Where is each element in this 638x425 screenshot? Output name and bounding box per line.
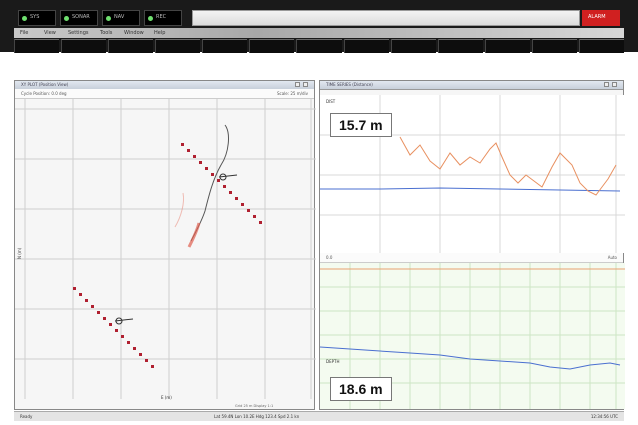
depth-sub-left: 0.0	[326, 255, 333, 260]
plan-view-canvas[interactable]: N (m) E (m) Grid 25 m Display 1:1	[15, 99, 316, 411]
orange-series-line	[399, 136, 617, 196]
tab[interactable]	[296, 39, 342, 53]
y-axis-label: N (m)	[17, 247, 22, 259]
panel-title: XY PLOT (Position View)	[21, 82, 69, 87]
tab[interactable]	[343, 39, 389, 53]
menu-bar: File View Settings Tools Window Help	[14, 28, 624, 38]
depth-sub-right: Auto	[607, 255, 617, 260]
command-input[interactable]	[192, 10, 580, 26]
status-label: REC	[156, 14, 167, 20]
tab[interactable]	[249, 39, 295, 53]
survey-line-upper	[181, 143, 262, 224]
alarm-label: ALARM	[588, 14, 606, 20]
menu-item-tools[interactable]: Tools	[100, 30, 113, 36]
depth-series-line	[320, 346, 621, 370]
vessel-marker-upper[interactable]	[218, 173, 238, 181]
menu-item-view[interactable]: View	[44, 30, 56, 36]
chart-label: DEPTH	[326, 359, 339, 364]
plan-bottom-note: Grid 25 m Display 1:1	[235, 404, 273, 408]
distance-readout: 15.7 m	[330, 113, 392, 137]
clock-text: 12:34:56 UTC	[590, 414, 618, 419]
vessel-trail	[187, 222, 201, 248]
plan-subbar: Cycle Position: 0.0 deg Scale: 25 m/div	[15, 89, 314, 99]
tab[interactable]	[202, 39, 248, 53]
status-led-icon	[106, 16, 111, 21]
timeseries-panel: TIME SERIES (Distance) DIST 15.7 m 0.0 A…	[319, 80, 625, 410]
blue-series-line	[320, 187, 621, 192]
ghost-track	[174, 192, 184, 228]
scale-text: Scale: 25 m/div	[276, 91, 308, 96]
depth-subbar: 0.0 Auto	[320, 253, 623, 263]
menu-item-file[interactable]: File	[20, 30, 29, 36]
close-icon[interactable]	[303, 82, 308, 87]
minimize-icon[interactable]	[295, 82, 300, 87]
status-button-rec[interactable]: REC	[144, 10, 182, 26]
status-label: NAV	[114, 14, 125, 20]
status-bar: Ready Lat 59.4N Lon 10.2E Hdg 123.4 Spd …	[14, 411, 624, 421]
tab[interactable]	[437, 39, 483, 53]
status-label: SONAR	[72, 14, 90, 20]
tab[interactable]	[14, 39, 60, 53]
tab[interactable]	[531, 39, 577, 53]
cycle-position-text: Cycle Position: 0.0 deg	[21, 91, 67, 96]
menu-item-window[interactable]: Window	[124, 30, 144, 36]
tab[interactable]	[61, 39, 107, 53]
status-button-sys[interactable]: SYS	[18, 10, 56, 26]
menu-item-settings[interactable]: Settings	[68, 30, 89, 36]
status-button-nav[interactable]: NAV	[102, 10, 140, 26]
top-toolbar: SYS SONAR NAV REC ALARM File View Settin…	[0, 0, 638, 53]
status-label: SYS	[30, 14, 40, 20]
chart-label: DIST	[326, 99, 336, 104]
panel-title: TIME SERIES (Distance)	[326, 82, 373, 87]
panel-title-bar: TIME SERIES (Distance)	[320, 81, 623, 90]
status-led-icon	[64, 16, 69, 21]
depth-readout: 18.6 m	[330, 377, 392, 401]
status-led-icon	[148, 16, 153, 21]
tab-strip	[14, 39, 625, 53]
position-readout: Lat 59.4N Lon 10.2E Hdg 123.4 Spd 2.1 kn	[214, 414, 300, 419]
tab[interactable]	[484, 39, 530, 53]
tab[interactable]	[108, 39, 154, 53]
vessel-track	[190, 124, 229, 242]
grid	[15, 99, 316, 399]
vessel-marker-lower[interactable]	[114, 317, 134, 325]
alarm-button[interactable]: ALARM	[582, 10, 620, 26]
status-text: Ready	[20, 414, 33, 419]
menu-item-help[interactable]: Help	[154, 30, 166, 36]
x-axis-label: E (m)	[161, 395, 172, 400]
tab[interactable]	[155, 39, 201, 53]
depth-chart[interactable]: DEPTH	[320, 263, 625, 409]
status-led-icon	[22, 16, 27, 21]
status-button-sonar[interactable]: SONAR	[60, 10, 98, 26]
minimize-icon[interactable]	[604, 82, 609, 87]
close-icon[interactable]	[612, 82, 617, 87]
survey-line-lower	[73, 287, 154, 368]
status-button-group: SYS SONAR NAV REC	[18, 10, 182, 26]
plan-view-panel: XY PLOT (Position View) Cycle Position: …	[14, 80, 316, 411]
tab[interactable]	[390, 39, 436, 53]
tab[interactable]	[578, 39, 625, 53]
